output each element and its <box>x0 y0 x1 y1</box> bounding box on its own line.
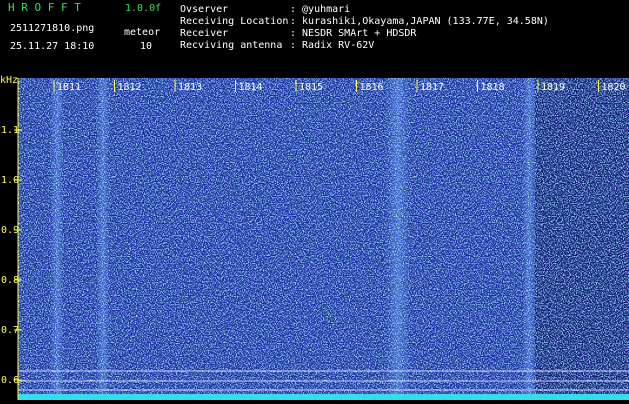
info-value: : @yuhmari <box>290 4 350 15</box>
x-tick-label: 1820 <box>602 82 626 93</box>
app-title: H R O F F T <box>8 1 81 14</box>
info-value: : Radix RV-62V <box>290 40 374 51</box>
y-tick-label: 1.1 <box>1 125 19 136</box>
info-label: Ovserver <box>180 4 228 15</box>
unit: kHz <box>0 75 18 86</box>
x-tick-label: 1811 <box>57 82 81 93</box>
info-label: Recviving antenna <box>180 40 282 51</box>
x-tick-label: 1815 <box>299 82 323 93</box>
noise-floor <box>18 394 629 400</box>
noise <box>18 78 629 400</box>
filename: 2511271810.png <box>10 23 94 34</box>
info-label: Receiving Location <box>180 16 288 27</box>
y-tick-label: 0.6 <box>1 375 19 386</box>
info-value: : NESDR SMArt + HDSDR <box>290 28 417 39</box>
spectrogram <box>17 78 629 400</box>
x-tick-label: 1813 <box>178 82 202 93</box>
mode: meteor <box>124 27 160 38</box>
y-tick-label: 1.0 <box>1 175 19 186</box>
y-tick-label: 0.9 <box>1 225 19 236</box>
x-tick-label: 1818 <box>481 82 505 93</box>
x-tick-label: 1814 <box>239 82 263 93</box>
x-tick-label: 1819 <box>541 82 565 93</box>
datetime: 25.11.27 18:10 <box>10 41 94 52</box>
y-tick-label: 0.8 <box>1 275 19 286</box>
x-tick-label: 1817 <box>420 82 444 93</box>
x-tick-label: 1812 <box>118 82 142 93</box>
axes: 1811 1812 1813 1814 1815 1816 1817 1818 1819 1820… <box>1 80 626 386</box>
info-value: : kurashiki,Okayama,JAPAN (133.77E, 34.5… <box>290 16 549 27</box>
y-tick-label: 0.7 <box>1 325 19 336</box>
app-version: 1.0.0f <box>125 3 161 14</box>
count: 10 <box>140 41 152 52</box>
info-label: Receiver <box>180 28 228 39</box>
x-tick-label: 1816 <box>360 82 384 93</box>
